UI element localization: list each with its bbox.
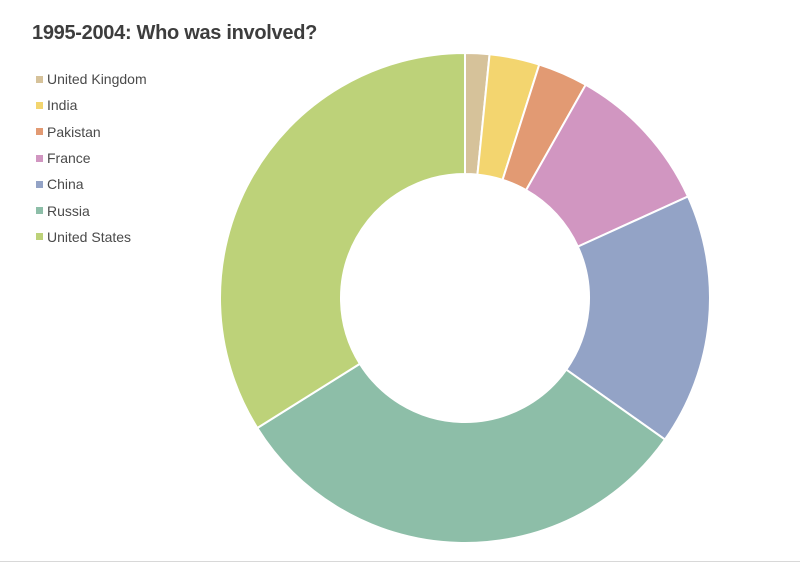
legend-item-united-states: United States	[36, 224, 147, 250]
slice-russia	[255, 362, 667, 544]
legend-swatch	[36, 101, 43, 109]
legend-item-india: India	[36, 92, 147, 118]
legend-swatch	[36, 75, 43, 83]
legend-swatch	[36, 128, 43, 136]
slice-china	[564, 195, 711, 441]
legend-label: United Kingdom	[47, 71, 147, 88]
chart-legend: United Kingdom India Pakistan France Chi…	[36, 66, 147, 250]
legend-label: Pakistan	[47, 123, 101, 140]
legend-swatch	[36, 233, 43, 241]
legend-swatch	[36, 207, 43, 215]
legend-item-france: France	[36, 145, 147, 171]
slice-united-states	[219, 51, 466, 430]
legend-swatch	[36, 180, 43, 188]
legend-label: Russia	[47, 202, 90, 219]
legend-item-united-kingdom: United Kingdom	[36, 66, 147, 92]
legend-item-russia: Russia	[36, 197, 147, 223]
legend-label: India	[47, 97, 78, 114]
legend-label: United States	[47, 228, 132, 245]
legend-item-china: China	[36, 171, 147, 197]
legend-label: France	[47, 150, 91, 167]
chart-title: 1995-2004: Who was involved?	[32, 22, 318, 44]
legend-swatch	[36, 154, 43, 162]
legend-item-pakistan: Pakistan	[36, 119, 147, 145]
legend-label: China	[47, 176, 84, 193]
